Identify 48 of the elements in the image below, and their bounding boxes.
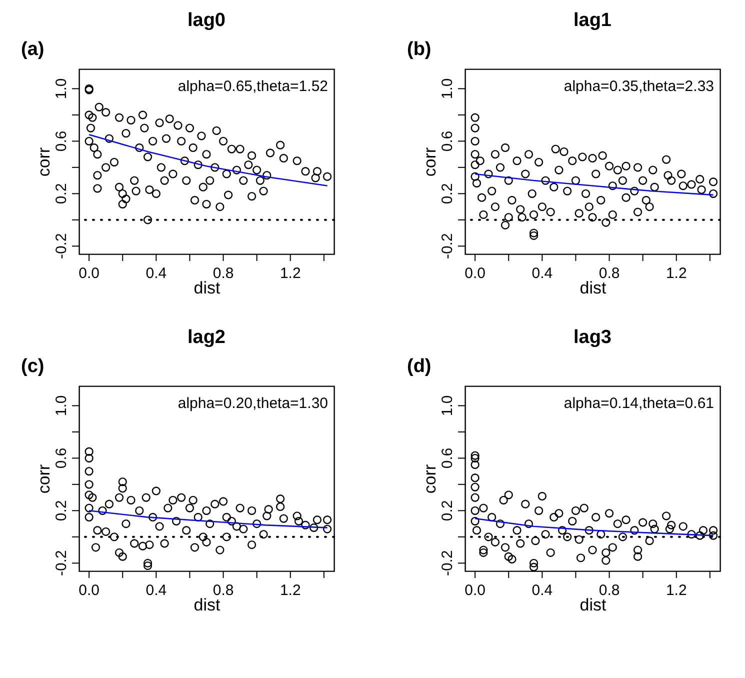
y-tick-label: 0.6 [53,130,70,152]
chart-title: lag1 [573,10,612,31]
y-tick-label: -0.2 [53,233,70,260]
x-tick-label: 1.2 [280,582,301,599]
x-tick-label: 0.0 [464,265,486,282]
x-tick-label: 1.2 [280,265,301,282]
line-series [88,134,328,186]
chart-title: lag0 [187,10,226,31]
annotation: alpha=0.35,theta=2.33 [564,78,714,95]
y-axis-title: corr [34,147,54,177]
y-tick-label: 1.0 [439,395,456,416]
line-series [474,518,714,536]
annotation: alpha=0.20,theta=1.30 [178,395,328,412]
y-tick-label: -0.2 [439,233,456,260]
y-tick-label: 0.2 [53,183,70,204]
x-tick-label: 1.2 [666,582,687,599]
text: (b) [407,39,432,60]
y-tick-label: 0.2 [53,500,70,522]
y-tick-label: 1.0 [53,395,70,416]
y-tick-label: 0.6 [439,448,456,469]
y-tick-label: 0.6 [53,448,70,469]
y-tick-label: 1.0 [53,78,70,100]
x-tick-label: 0.0 [464,582,486,599]
chart-title: lag3 [573,327,612,348]
y-axis-title: corr [34,464,54,494]
y-tick-label: -0.2 [439,550,456,576]
y-tick-label: 1.0 [439,78,456,100]
chart-title: lag2 [187,327,226,348]
text: (d) [407,356,432,377]
line-series [88,510,328,528]
line-series [474,173,714,196]
y-tick-label: -0.2 [53,550,70,576]
y-tick-label: 0.6 [439,130,456,152]
x-tick-label: 1.2 [666,265,687,282]
text: (c) [21,356,44,377]
x-tick-label: 0.4 [532,265,553,282]
text: (a) [21,39,44,60]
y-axis-title: corr [420,464,440,494]
x-tick-label: 0.4 [146,582,167,599]
x-tick-label: 0.0 [78,582,100,599]
x-tick-label: 0.4 [146,265,167,282]
x-tick-label: 0.0 [78,265,100,282]
annotation: alpha=0.65,theta=1.52 [178,78,328,95]
y-axis-title: corr [420,147,440,177]
y-tick-label: 0.2 [439,500,456,522]
x-tick-label: 0.4 [532,582,553,599]
annotation: alpha=0.14,theta=0.61 [564,395,714,412]
y-tick-label: 0.2 [439,183,456,204]
